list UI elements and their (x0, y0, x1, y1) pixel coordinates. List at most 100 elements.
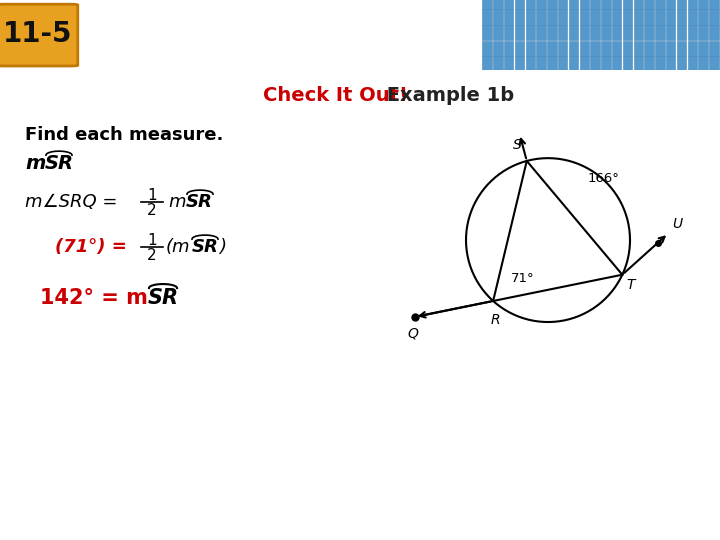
Text: Check It Out!: Check It Out! (263, 86, 408, 105)
Bar (634, 0, 643, 9)
Bar (580, 9, 589, 25)
Bar (590, 56, 600, 72)
Bar (547, 0, 557, 9)
Text: ): ) (219, 238, 226, 256)
Bar (504, 56, 513, 72)
Text: S: S (513, 138, 522, 152)
Text: Angle Relationships in Circles: Angle Relationships in Circles (83, 22, 479, 46)
Bar (612, 0, 621, 9)
Bar (580, 56, 589, 72)
Bar (666, 25, 675, 40)
Bar (612, 25, 621, 40)
Text: SR: SR (148, 288, 179, 308)
Bar (504, 25, 513, 40)
Text: 2: 2 (147, 202, 157, 218)
Text: Holt Geometry: Holt Geometry (18, 515, 143, 530)
Bar (601, 40, 611, 56)
Bar (601, 0, 611, 9)
Text: U: U (672, 217, 683, 231)
Text: 142° = m: 142° = m (40, 288, 148, 308)
Text: SR: SR (192, 238, 219, 256)
Bar (688, 40, 697, 56)
Bar (677, 25, 686, 40)
Text: T: T (626, 278, 635, 292)
Bar (666, 0, 675, 9)
Bar (504, 40, 513, 56)
Bar (634, 56, 643, 72)
Bar (634, 9, 643, 25)
Bar (623, 9, 632, 25)
Bar (644, 0, 654, 9)
Bar (601, 9, 611, 25)
Text: Find each measure.: Find each measure. (25, 126, 223, 144)
Bar (709, 56, 719, 72)
Bar (644, 40, 654, 56)
Bar (558, 9, 567, 25)
Bar (515, 0, 524, 9)
Bar (493, 9, 503, 25)
Bar (590, 40, 600, 56)
Bar (709, 9, 719, 25)
Bar (482, 0, 492, 9)
Text: Example 1b: Example 1b (380, 86, 514, 105)
Text: 1: 1 (147, 187, 157, 202)
Bar (677, 40, 686, 56)
FancyBboxPatch shape (0, 4, 78, 66)
Bar (536, 9, 546, 25)
Text: m: m (25, 154, 45, 173)
Bar (709, 25, 719, 40)
Bar (698, 56, 708, 72)
Bar (526, 0, 535, 9)
Bar (698, 25, 708, 40)
Bar (482, 40, 492, 56)
Bar (526, 40, 535, 56)
Bar (655, 0, 665, 9)
Bar (558, 40, 567, 56)
Bar (547, 25, 557, 40)
Bar (590, 9, 600, 25)
Bar (590, 25, 600, 40)
Bar (644, 25, 654, 40)
Text: SR: SR (45, 154, 74, 173)
Bar (569, 9, 578, 25)
Bar (482, 9, 492, 25)
Bar (688, 25, 697, 40)
Text: SR: SR (186, 193, 213, 211)
Bar (558, 0, 567, 9)
Bar (547, 40, 557, 56)
Bar (515, 9, 524, 25)
Bar (623, 56, 632, 72)
Bar (655, 40, 665, 56)
Bar (698, 0, 708, 9)
Bar (547, 9, 557, 25)
Text: Q: Q (408, 327, 418, 341)
Bar (526, 25, 535, 40)
Text: m: m (168, 193, 186, 211)
Bar (655, 9, 665, 25)
Bar (623, 40, 632, 56)
Bar (634, 25, 643, 40)
Bar (709, 40, 719, 56)
Bar (482, 56, 492, 72)
Bar (623, 0, 632, 9)
Text: 166°: 166° (588, 172, 620, 185)
Bar (623, 25, 632, 40)
Bar (569, 56, 578, 72)
Bar (666, 40, 675, 56)
Text: 71°: 71° (511, 273, 535, 286)
Bar (688, 0, 697, 9)
Bar (644, 9, 654, 25)
Bar (504, 9, 513, 25)
Bar (526, 56, 535, 72)
Bar (569, 25, 578, 40)
Bar (493, 56, 503, 72)
Bar (666, 9, 675, 25)
Bar (536, 56, 546, 72)
Bar (666, 56, 675, 72)
Text: m∠SRQ =: m∠SRQ = (25, 193, 123, 211)
Bar (558, 56, 567, 72)
Bar (677, 0, 686, 9)
Bar (709, 0, 719, 9)
Bar (482, 25, 492, 40)
Text: Copyright © by Holt, Rinehart and Winston. All Rights Reserved.: Copyright © by Holt, Rinehart and Winsto… (363, 517, 698, 528)
